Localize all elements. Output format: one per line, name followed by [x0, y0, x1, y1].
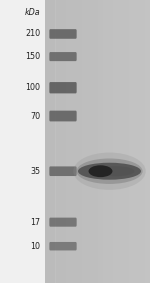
- Bar: [87, 0, 92, 283]
- Bar: [61, 0, 66, 283]
- Bar: [0, 0, 45, 283]
- Text: 17: 17: [30, 218, 40, 227]
- Bar: [45, 0, 150, 283]
- Text: 10: 10: [30, 242, 40, 251]
- Bar: [50, 0, 56, 283]
- FancyBboxPatch shape: [49, 52, 77, 61]
- Bar: [71, 0, 76, 283]
- Text: 70: 70: [30, 112, 40, 121]
- FancyBboxPatch shape: [49, 218, 77, 227]
- Bar: [98, 0, 103, 283]
- Ellipse shape: [88, 165, 112, 177]
- Bar: [134, 0, 140, 283]
- Text: 150: 150: [25, 52, 40, 61]
- Bar: [92, 0, 98, 283]
- Bar: [56, 0, 61, 283]
- Bar: [118, 0, 124, 283]
- Bar: [129, 0, 134, 283]
- Bar: [66, 0, 71, 283]
- Bar: [45, 0, 50, 283]
- FancyBboxPatch shape: [49, 29, 77, 39]
- Ellipse shape: [97, 166, 134, 176]
- Bar: [82, 0, 87, 283]
- Text: 35: 35: [30, 167, 40, 176]
- FancyBboxPatch shape: [49, 82, 77, 93]
- Bar: [124, 0, 129, 283]
- Text: 100: 100: [26, 83, 40, 92]
- Bar: [103, 0, 108, 283]
- Ellipse shape: [78, 163, 141, 180]
- Bar: [145, 0, 150, 283]
- FancyBboxPatch shape: [49, 166, 77, 176]
- Bar: [76, 0, 82, 283]
- Text: kDa: kDa: [25, 8, 40, 17]
- Ellipse shape: [76, 158, 142, 184]
- Bar: [140, 0, 145, 283]
- Text: 210: 210: [25, 29, 40, 38]
- Ellipse shape: [73, 153, 146, 190]
- FancyBboxPatch shape: [49, 111, 77, 121]
- FancyBboxPatch shape: [49, 242, 77, 250]
- Bar: [108, 0, 113, 283]
- Bar: [113, 0, 118, 283]
